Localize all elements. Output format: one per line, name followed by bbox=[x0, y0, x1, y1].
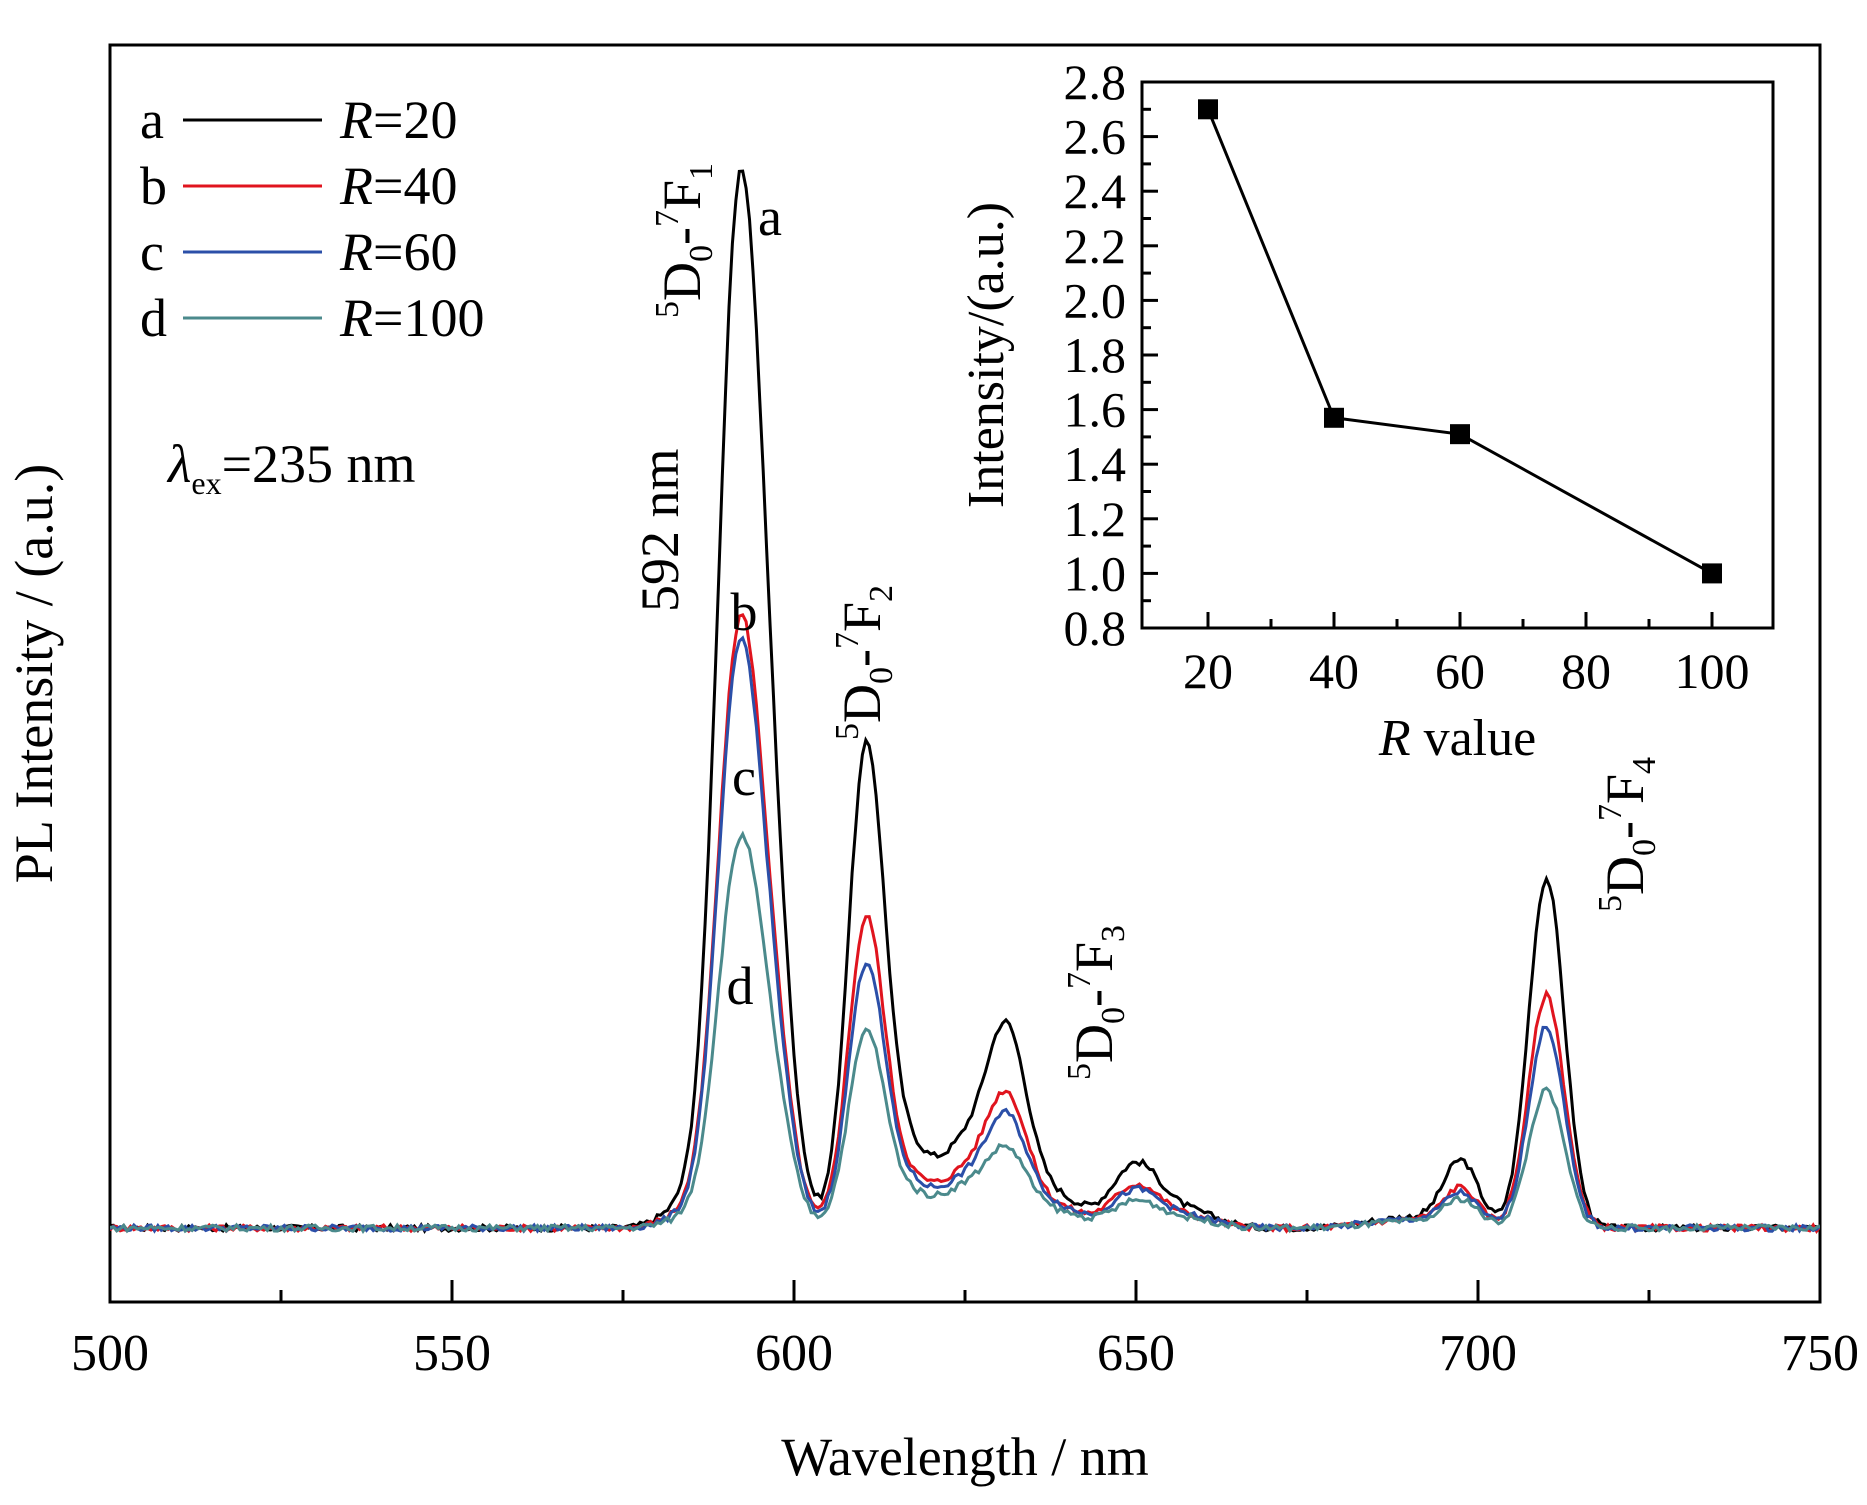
annotation-592nm: 592 nm bbox=[630, 448, 690, 612]
legend-label-d: R=100 bbox=[339, 288, 484, 348]
inset-marker bbox=[1324, 407, 1344, 428]
x-tick-label: 550 bbox=[413, 1325, 491, 1382]
inset-marker bbox=[1198, 99, 1218, 120]
inset-y-tick-label: 2.8 bbox=[1064, 54, 1127, 110]
x-tick-label: 750 bbox=[1781, 1325, 1859, 1382]
legend-key-d: d bbox=[140, 288, 167, 348]
inset-x-tick-label: 100 bbox=[1675, 643, 1750, 699]
inset-x-tick-label: 40 bbox=[1309, 643, 1359, 699]
inset-line bbox=[1206, 108, 1713, 575]
inset-x-tick-label: 80 bbox=[1561, 643, 1611, 699]
inset-y-tick-label: 1.6 bbox=[1064, 382, 1127, 438]
spectrum-d bbox=[110, 830, 1820, 1235]
x-tick-label: 650 bbox=[1097, 1325, 1175, 1382]
legend-key-a: a bbox=[140, 90, 164, 150]
annotation-5D0-7F4: 5D0-7F4 bbox=[1592, 757, 1663, 912]
x-tick-label: 500 bbox=[71, 1325, 149, 1382]
annotation-5D0-7F1: 5D0-7F1 bbox=[649, 163, 720, 318]
inset-y-tick-label: 1.2 bbox=[1064, 491, 1127, 547]
annotation-5D0-7F3: 5D0-7F3 bbox=[1061, 925, 1132, 1080]
curve-label-d: d bbox=[727, 956, 754, 1016]
legend-label-c: R=60 bbox=[339, 222, 457, 282]
inset-y-tick-label: 1.4 bbox=[1064, 436, 1127, 492]
legend-label-a: R=20 bbox=[339, 90, 457, 150]
annotation-5D0-7F2: 5D0-7F2 bbox=[829, 585, 900, 740]
inset-x-tick-label: 20 bbox=[1183, 643, 1233, 699]
legend-key-c: c bbox=[140, 222, 164, 282]
curve-label-b: b bbox=[731, 582, 758, 642]
inset-y-tick-label: 0.8 bbox=[1064, 600, 1127, 656]
curve-label-c: c bbox=[732, 747, 756, 807]
inset-y-tick-label: 2.2 bbox=[1064, 218, 1127, 274]
curve-label-a: a bbox=[758, 187, 782, 247]
inset-y-tick-label: 1.8 bbox=[1064, 327, 1127, 383]
legend-label-b: R=40 bbox=[339, 156, 457, 216]
x-axis-title: Wavelength / nm bbox=[781, 1427, 1149, 1487]
inset-x-axis-title: R value bbox=[1378, 710, 1536, 767]
inset-marker bbox=[1450, 424, 1470, 445]
excitation-label: λex=235 nm bbox=[166, 434, 416, 501]
inset-y-tick-label: 2.0 bbox=[1064, 272, 1127, 328]
inset-y-tick-label: 2.6 bbox=[1064, 109, 1127, 165]
legend-key-b: b bbox=[140, 156, 167, 216]
y-axis-title: PL Intensity / (a.u.) bbox=[4, 464, 64, 883]
inset-y-tick-label: 2.4 bbox=[1064, 163, 1127, 219]
inset-marker bbox=[1702, 563, 1722, 584]
inset-y-tick-label: 1.0 bbox=[1064, 545, 1127, 601]
inset-x-tick-label: 60 bbox=[1435, 643, 1485, 699]
inset-y-axis-title: Intensity/(a.u.) bbox=[958, 202, 1015, 508]
x-tick-label: 600 bbox=[755, 1325, 833, 1382]
x-tick-label: 700 bbox=[1439, 1325, 1517, 1382]
